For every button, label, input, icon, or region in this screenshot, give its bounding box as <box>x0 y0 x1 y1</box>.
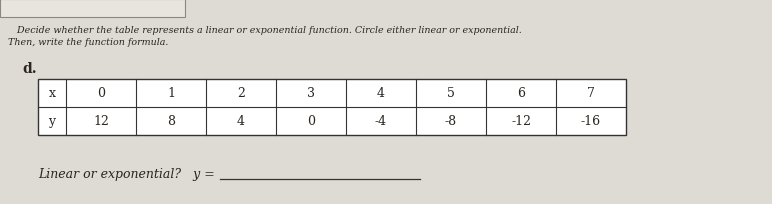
Text: 1: 1 <box>167 87 175 100</box>
Text: 4: 4 <box>377 87 385 100</box>
Text: x: x <box>49 87 56 100</box>
Text: 0: 0 <box>97 87 105 100</box>
Text: 12: 12 <box>93 115 109 128</box>
Text: -16: -16 <box>581 115 601 128</box>
Text: -8: -8 <box>445 115 457 128</box>
Text: 8: 8 <box>167 115 175 128</box>
Text: -12: -12 <box>511 115 531 128</box>
Text: 6: 6 <box>517 87 525 100</box>
Text: 7: 7 <box>587 87 595 100</box>
Text: 2: 2 <box>237 87 245 100</box>
Text: -4: -4 <box>375 115 387 128</box>
Text: d.: d. <box>22 62 36 76</box>
Text: Decide whether the table represents a linear or exponential function. Circle eit: Decide whether the table represents a li… <box>8 26 522 35</box>
Text: 5: 5 <box>447 87 455 100</box>
Text: Then, write the function formula.: Then, write the function formula. <box>8 38 168 47</box>
Text: 3: 3 <box>307 87 315 100</box>
Text: Linear or exponential?   y =: Linear or exponential? y = <box>38 168 215 181</box>
Text: 4: 4 <box>237 115 245 128</box>
Text: y: y <box>49 115 56 128</box>
Bar <box>38 80 626 135</box>
Bar <box>0 0 185 18</box>
Text: 0: 0 <box>307 115 315 128</box>
